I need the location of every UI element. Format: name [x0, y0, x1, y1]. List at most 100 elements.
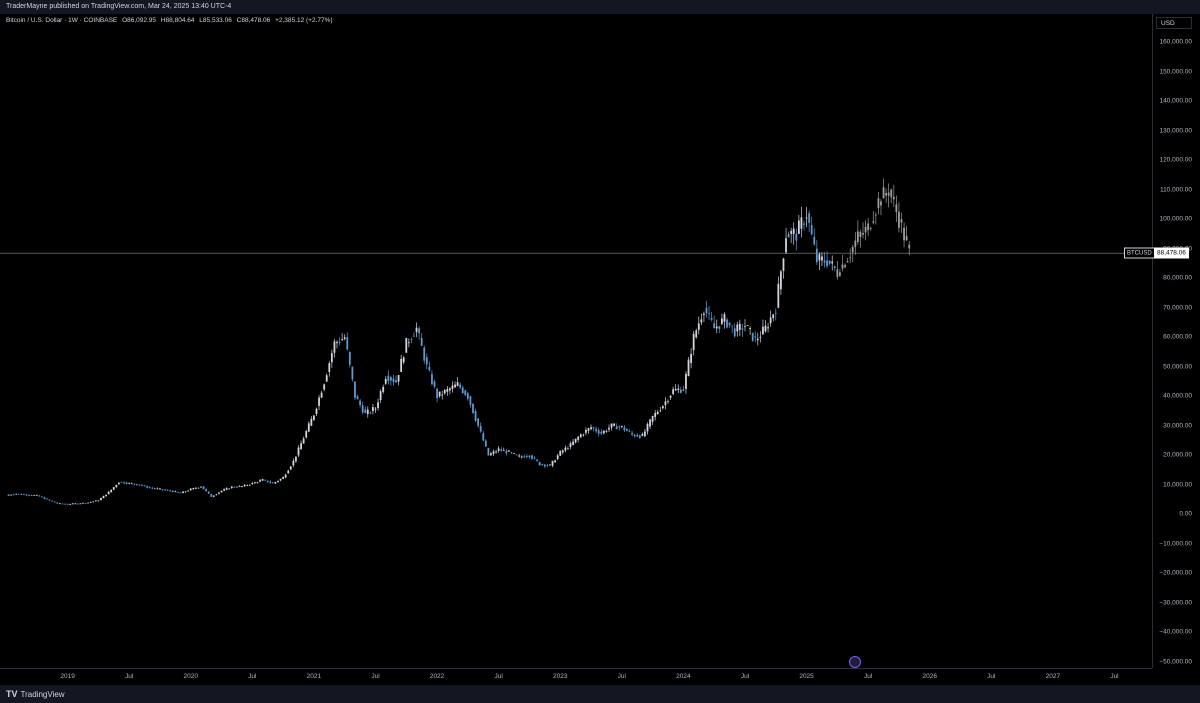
candle-body — [182, 491, 184, 494]
candle-body — [51, 500, 54, 502]
candle-body — [274, 481, 277, 484]
candle-body — [697, 323, 700, 330]
ohlc-change: +2,385.12 (+2.77%) — [275, 17, 333, 24]
candle-body — [230, 486, 233, 488]
candle-body — [210, 494, 213, 497]
candle-body — [197, 487, 200, 489]
candle-body — [138, 484, 141, 486]
candle-body — [864, 226, 867, 233]
candle-body — [395, 380, 397, 383]
candle-body — [741, 328, 744, 330]
time-tick-label: Jul — [987, 673, 996, 680]
candle-body — [377, 402, 379, 409]
candle-body — [525, 456, 528, 457]
candle-body — [595, 428, 598, 432]
candle-body — [513, 453, 515, 454]
candle-body — [690, 354, 692, 364]
candle-body — [58, 503, 61, 505]
candle-body — [76, 503, 79, 505]
candle-body — [315, 408, 318, 414]
candle-body — [423, 347, 426, 361]
candle-body — [333, 341, 336, 353]
candle-body — [898, 211, 900, 228]
candle-body — [754, 336, 757, 338]
candle-body — [177, 491, 179, 493]
candle-body — [508, 450, 510, 452]
candle-body — [549, 464, 551, 466]
ohlc-low: L85,533.06 — [199, 17, 232, 24]
candle-body — [710, 318, 713, 320]
candle-body — [310, 418, 313, 426]
candle-body — [307, 423, 310, 432]
last-price-label: 88,478.06 — [1154, 247, 1189, 259]
candle-body — [815, 248, 818, 263]
candle-body — [35, 494, 38, 496]
candle-body — [71, 503, 74, 505]
candle-body — [728, 322, 731, 326]
currency-selector[interactable]: USD — [1156, 17, 1192, 29]
candle-body — [279, 478, 282, 481]
symbol-title[interactable]: Bitcoin / U.S. Dollar · 1W · COINBASE — [6, 17, 118, 24]
candle-body — [407, 342, 410, 344]
candle-body — [780, 271, 782, 290]
event-marker-icon[interactable] — [849, 656, 861, 668]
candle-body — [164, 489, 166, 491]
candle-body — [192, 488, 195, 490]
candle-body — [492, 451, 495, 454]
candle-body — [256, 482, 259, 484]
time-axis[interactable]: 2019 Jul 2020 Jul 2021 Jul 2022 Jul 2023 Jul 2024 J… — [0, 668, 1152, 686]
candle-body — [66, 503, 69, 505]
time-tick-label: Jul — [125, 673, 134, 680]
candle-body — [153, 488, 156, 489]
price-tick-label: 20,000.00 — [1163, 451, 1192, 459]
candle-body — [633, 434, 636, 437]
time-tick-label: 2021 — [306, 673, 322, 680]
candle-body — [179, 492, 182, 494]
candle-body — [413, 335, 415, 337]
candle-body — [638, 435, 641, 439]
candle-body — [82, 502, 84, 504]
candle-body — [833, 266, 836, 269]
candle-body — [602, 430, 605, 434]
candle-body — [420, 337, 423, 346]
time-tick-label: 2019 — [60, 673, 75, 680]
tradingview-logo[interactable]: TV TradingView — [6, 689, 65, 699]
time-tick-label: 2023 — [553, 673, 568, 680]
candle-body — [767, 327, 769, 329]
candle-body — [905, 236, 908, 241]
time-tick-label: 2027 — [1045, 673, 1061, 680]
candle-body — [856, 231, 859, 243]
time-tick-label: 2022 — [429, 673, 445, 680]
chart-area[interactable] — [0, 14, 1153, 668]
price-axis[interactable]: 160,000.00 150,000.00 140,000.00 130,000.00… — [1152, 14, 1200, 668]
candle-body — [225, 488, 228, 490]
candle-body — [849, 257, 852, 259]
candle-body — [346, 337, 349, 350]
candle-body — [84, 503, 87, 504]
candle-body — [318, 397, 320, 406]
candle-body — [300, 443, 302, 450]
candle-body — [472, 403, 474, 414]
price-tick-label: 100,000.00 — [1159, 215, 1192, 223]
candle-body — [374, 408, 377, 410]
symbol-legend[interactable]: Bitcoin / U.S. Dollar · 1W · COINBASE O8… — [6, 17, 336, 24]
time-tick-label: 2024 — [676, 673, 691, 680]
price-tick-label: 110,000.00 — [1159, 186, 1192, 194]
candle-body — [500, 449, 503, 451]
candle-body — [128, 482, 131, 484]
candle-body — [148, 487, 151, 488]
candlestick-chart[interactable] — [0, 14, 1152, 668]
candle-body — [23, 494, 25, 496]
candle-body — [877, 198, 880, 209]
candle-body — [431, 374, 433, 385]
candle-body — [792, 228, 795, 234]
price-tick-label: 10,000.00 — [1163, 481, 1192, 489]
candle-body — [731, 325, 734, 327]
candle-body — [120, 481, 123, 483]
candle-body — [359, 400, 361, 406]
candle-body — [474, 411, 477, 421]
candle-body — [736, 324, 739, 332]
candle-body — [171, 490, 174, 492]
candle-body — [425, 357, 428, 365]
candle-body — [400, 358, 403, 372]
